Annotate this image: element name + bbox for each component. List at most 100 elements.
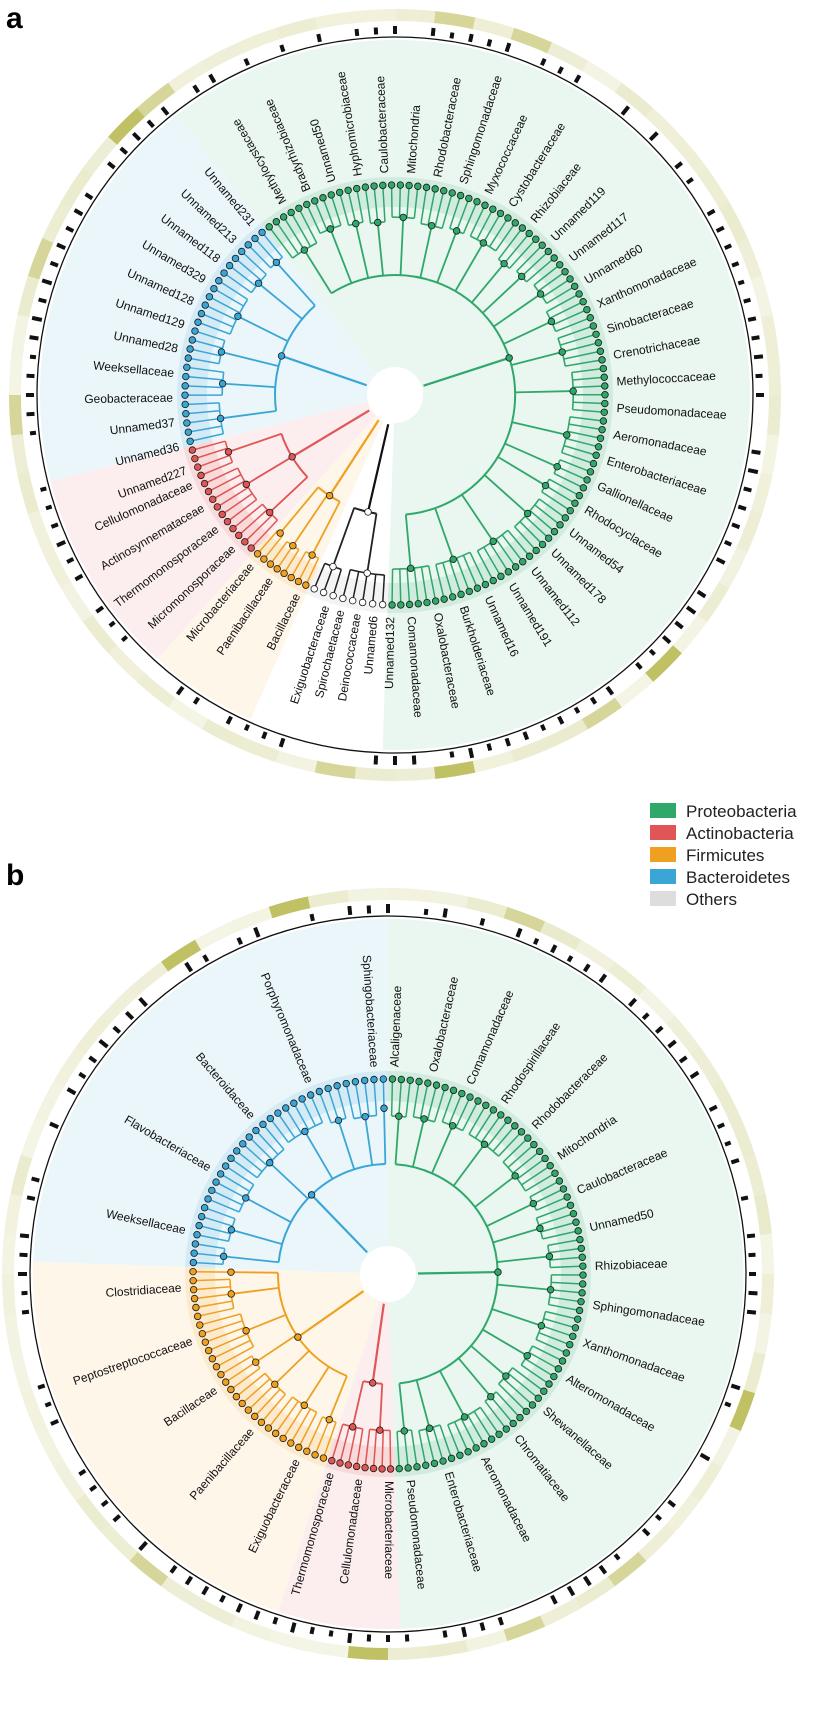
- b-clade-node-3: [307, 1191, 316, 1199]
- a-tip-branch-0-14-3: [565, 437, 599, 448]
- a-subclade-stem-4-4: [257, 282, 303, 320]
- a-tip-node-1-1-0: [329, 591, 337, 600]
- b-tip-branch-2-2-1: [254, 1388, 281, 1417]
- a-tick-17: [674, 161, 684, 170]
- a-tip-node-0-5-2: [440, 187, 448, 195]
- a-tip-node-0-15-2: [579, 484, 588, 492]
- b-internal-node-0-12: [487, 1392, 495, 1401]
- a-tip-branch-3-1-5: [204, 467, 239, 485]
- b-subclade-stem-3-6: [364, 1116, 374, 1166]
- b-tip-node-0-15-0: [413, 1463, 421, 1471]
- b-heat-45: [2, 1232, 17, 1274]
- b-internal-node-0-13: [460, 1413, 469, 1421]
- a-tip-node-0-8-2: [532, 235, 540, 243]
- b-tip-branch-3-6-3: [373, 1079, 378, 1116]
- a-tip-branch-0-2-0: [338, 192, 350, 226]
- a-tip-node-0-18-3: [504, 568, 513, 576]
- b-tick-49: [582, 1575, 592, 1587]
- a-heat-55: [202, 41, 245, 72]
- a-label-proteobacteria-18: Pseudomonadaceae: [616, 401, 727, 422]
- a-tip-branch-4-5-1: [254, 237, 277, 263]
- a-tip-branch-0-4-3: [413, 186, 419, 219]
- b-tip-node-3-1-0: [193, 1231, 201, 1239]
- b-tick-77: [100, 1499, 109, 1508]
- a-tip-branch-3-1-0: [226, 498, 258, 523]
- a-tip-branch-2-0-0: [305, 557, 320, 586]
- b-tick-110: [202, 954, 210, 963]
- b-heat-23: [606, 1551, 647, 1588]
- b-tick-18: [678, 1055, 688, 1064]
- b-tick-105: [124, 1010, 135, 1021]
- b-tip-node-3-0-2: [191, 1240, 200, 1248]
- a-tick-51: [557, 715, 565, 725]
- a-internal-node-4-3: [234, 312, 242, 320]
- a-tip-branch-0-13-1: [572, 376, 605, 381]
- b-tick-98: [49, 1121, 60, 1129]
- a-tip-node-3-2-0: [197, 471, 205, 480]
- b-tip-node-0-8-4: [575, 1306, 584, 1315]
- a-heat-51: [82, 135, 118, 176]
- a-label-others-1: Unnamed6: [361, 615, 380, 675]
- b-tip-node-2-1-1: [287, 1439, 295, 1447]
- a-tip-node-0-12-3: [596, 347, 605, 355]
- b-tip-branch-0-9-1: [543, 1317, 576, 1329]
- a-clade-node-2: [325, 491, 334, 500]
- a-tip-node-0-14-1: [598, 425, 606, 434]
- b-tip-node-0-2-3: [474, 1097, 482, 1105]
- b-tip-branch-2-1-4: [267, 1396, 294, 1429]
- b-tip-branch-3-1-2: [201, 1215, 233, 1227]
- b-tip-node-3-4-5: [306, 1091, 315, 1099]
- b-tip-node-1-0-1: [378, 1465, 386, 1473]
- a-tip-node-0-13-5: [600, 408, 608, 416]
- a-internal-node-0-14: [563, 431, 571, 439]
- a-tick-38: [723, 540, 732, 547]
- b-subclade-stem-0-4: [474, 1175, 516, 1208]
- b-tick-118: [347, 905, 353, 916]
- b-tick-116: [309, 913, 315, 922]
- b-tip-node-2-5-3: [189, 1285, 198, 1294]
- b-internal-node-3-4: [301, 1127, 309, 1136]
- b-tip-node-0-9-0: [573, 1315, 582, 1323]
- a-tip-node-0-5-0: [422, 183, 431, 192]
- b-tick-32: [746, 1309, 757, 1315]
- a-tip-branch-0-18-5: [476, 550, 494, 581]
- a-tip-branch-0-19-1: [462, 555, 479, 589]
- b-heat-47: [10, 1153, 33, 1197]
- b-internal-node-3-0: [219, 1252, 228, 1261]
- legend-swatch-actinobacteria: [650, 825, 676, 840]
- b-internal-node-3-1: [227, 1226, 236, 1234]
- a-tip-node-2-1-2: [266, 560, 275, 568]
- a-tick-112: [243, 58, 250, 67]
- a-tip-branch-3-1-2: [216, 486, 249, 508]
- a-tip-node-0-17-3: [544, 534, 553, 542]
- b-tip-branch-0-10-1: [528, 1351, 559, 1370]
- b-tip-node-0-0-0: [388, 1075, 397, 1083]
- b-tip-node-3-6-0: [342, 1079, 350, 1088]
- a-internal-node-0-3: [374, 218, 382, 227]
- b-tip-node-1-0-0: [386, 1465, 395, 1473]
- a-tip-node-4-0-0: [186, 437, 194, 445]
- b-tip-node-0-5-1: [559, 1185, 568, 1193]
- a-internal-node-3-0: [266, 508, 274, 517]
- a-tip-node-4-3-1: [197, 309, 206, 318]
- a-tip-branch-1-1-1: [322, 566, 334, 593]
- a-tick-76: [120, 635, 129, 643]
- b-tick-11: [582, 963, 591, 973]
- b-tip-branch-0-14-2: [425, 1428, 436, 1464]
- a-heat-54: [168, 60, 210, 93]
- b-subclade-stem-3-1: [231, 1228, 283, 1246]
- a-tick-18: [685, 177, 694, 185]
- b-sector-bacteroidetes: [33, 919, 388, 1274]
- a-internal-node-4-2: [217, 348, 226, 356]
- b-tip-node-0-6-0: [566, 1201, 575, 1209]
- a-tip-node-0-14-3: [594, 443, 603, 451]
- a-tip-branch-0-19-4: [442, 562, 454, 598]
- a-tip-node-0-17-4: [538, 540, 547, 549]
- a-tick-116: [316, 33, 322, 43]
- b-tick-48: [598, 1564, 608, 1575]
- a-tip-node-0-12-1: [592, 330, 600, 338]
- a-tip-node-0-11-1: [579, 298, 587, 306]
- a-tick-77: [108, 620, 116, 628]
- b-clade-stem-0: [417, 1270, 499, 1275]
- a-tip-branch-0-15-2: [553, 472, 584, 489]
